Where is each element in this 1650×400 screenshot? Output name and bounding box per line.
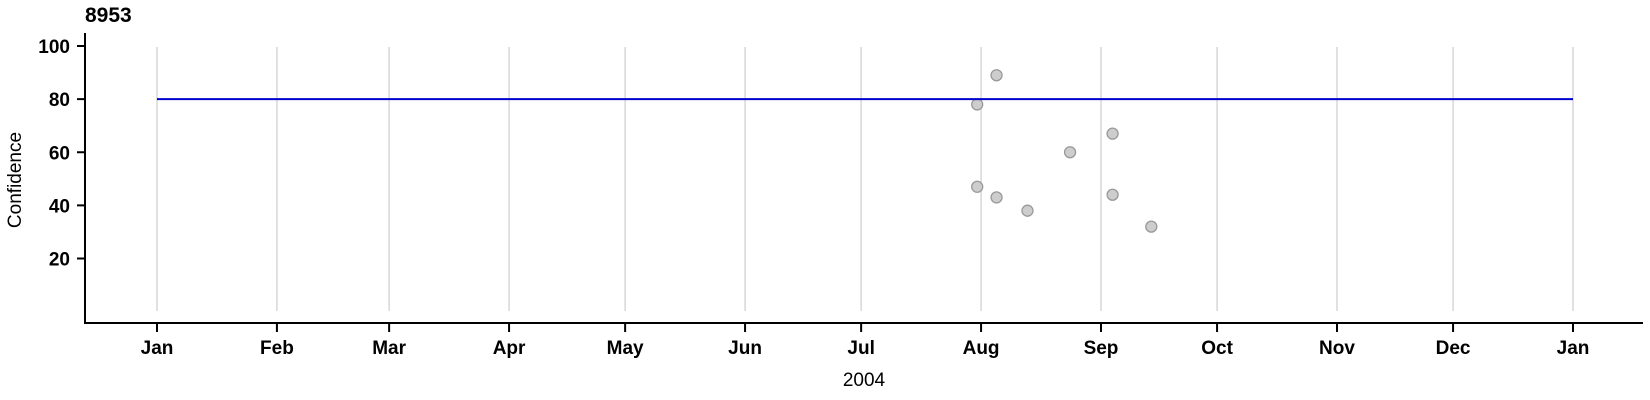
month-gridlines	[156, 47, 1574, 311]
data-point	[971, 98, 984, 111]
x-tick-label: Oct	[1201, 338, 1233, 359]
data-point	[971, 180, 984, 193]
data-point	[1106, 188, 1119, 201]
x-tick-label: Jan	[141, 338, 174, 359]
x-tick-label: Nov	[1319, 338, 1355, 359]
x-tick-label: Dec	[1436, 338, 1471, 359]
y-axis-ticks: 20 40 60 80 100	[38, 37, 85, 271]
y-tick-label: 60	[49, 143, 70, 164]
x-tick-label: Jul	[847, 338, 874, 359]
x-tick-label: Jan	[1557, 338, 1590, 359]
data-point	[990, 69, 1003, 82]
scatter-points	[971, 69, 1158, 233]
x-tick-label: Jun	[728, 338, 762, 359]
x-axis-label: 2004	[843, 370, 886, 391]
y-tick-label: 100	[38, 37, 70, 58]
y-tick-label: 80	[49, 90, 70, 111]
y-tick-label: 40	[49, 196, 70, 217]
data-point	[1145, 220, 1158, 233]
data-point	[1021, 204, 1034, 217]
x-tick-label: Aug	[963, 338, 1000, 359]
x-tick-label: May	[607, 338, 644, 359]
x-tick-label: Mar	[372, 338, 406, 359]
x-tick-label: Sep	[1084, 338, 1119, 359]
x-tick-label: Apr	[493, 338, 526, 359]
data-point	[1063, 146, 1077, 159]
y-axis-label: Confidence	[5, 132, 26, 228]
x-tick-label: Feb	[260, 338, 294, 359]
data-point	[1106, 127, 1119, 140]
x-axis-ticks: Jan Feb Mar Apr May Jun Jul Aug Sep Oct Nov Dec Jan	[141, 323, 1590, 359]
page-title: 8953	[85, 4, 132, 27]
data-point	[990, 191, 1003, 204]
y-tick-label: 20	[49, 250, 70, 271]
